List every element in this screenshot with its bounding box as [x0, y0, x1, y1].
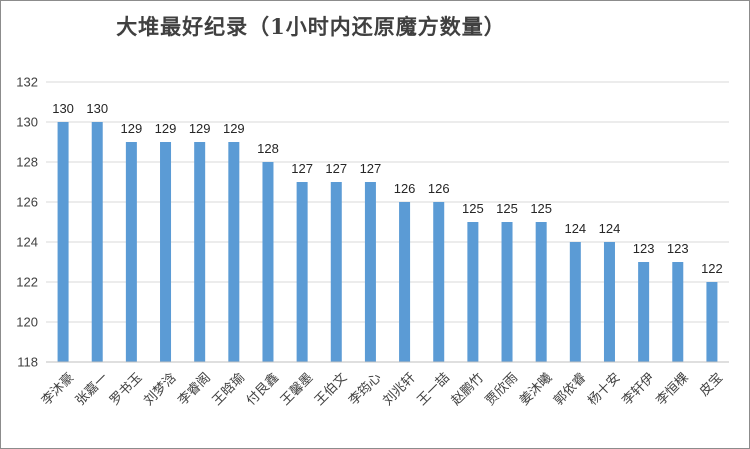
- data-label: 128: [257, 141, 279, 156]
- bar: [228, 142, 240, 362]
- data-label: 127: [325, 161, 347, 176]
- bar: [535, 222, 547, 362]
- x-tick-label: 张嘉一: [73, 370, 111, 408]
- y-tick-label: 126: [16, 195, 38, 210]
- y-tick-label: 128: [16, 155, 38, 170]
- bar: [262, 162, 274, 362]
- data-label: 129: [121, 121, 143, 136]
- bar: [672, 262, 684, 362]
- data-label: 126: [394, 181, 416, 196]
- data-label: 129: [155, 121, 177, 136]
- bar: [194, 142, 206, 362]
- bar: [433, 202, 445, 362]
- bar: [125, 142, 137, 362]
- x-tick-label: 李恒棵: [654, 370, 692, 408]
- data-label: 129: [189, 121, 211, 136]
- y-tick-label: 130: [16, 115, 38, 130]
- data-label: 123: [633, 241, 655, 256]
- x-tick-label: 付艮鑫: [243, 370, 282, 409]
- bar: [569, 242, 581, 362]
- chart-title: 大堆最好纪录（1小时内还原魔方数量）: [116, 14, 506, 39]
- bar: [501, 222, 513, 362]
- data-label: 130: [52, 101, 74, 116]
- x-tick-label: 杨十安: [585, 370, 623, 408]
- x-tick-label: 李睿阁: [176, 370, 214, 408]
- data-label: 127: [291, 161, 313, 176]
- data-label: 124: [564, 221, 586, 236]
- y-tick-label: 124: [16, 235, 38, 250]
- x-tick-label: 姜沐曦: [516, 370, 555, 409]
- x-tick-label: 贾欣雨: [483, 370, 521, 408]
- data-label: 130: [86, 101, 108, 116]
- x-tick-label: 皮宝: [697, 370, 726, 399]
- data-label: 124: [599, 221, 621, 236]
- x-tick-label: 李筠心: [346, 370, 385, 409]
- x-tick-label: 李轩伊: [619, 370, 657, 408]
- data-label: 129: [223, 121, 245, 136]
- data-label: 122: [701, 261, 723, 276]
- bar: [638, 262, 650, 362]
- bar: [91, 122, 103, 362]
- bar: [706, 282, 718, 362]
- bar: [399, 202, 411, 362]
- x-tick-label: 王晗瑜: [209, 370, 248, 409]
- x-tick-label: 罗书玉: [107, 370, 145, 408]
- bar: [364, 182, 376, 362]
- data-label: 127: [360, 161, 382, 176]
- bar: [296, 182, 308, 362]
- y-tick-label: 118: [17, 355, 38, 370]
- data-label: 126: [428, 181, 450, 196]
- bar: [467, 222, 479, 362]
- bar: [603, 242, 615, 362]
- bar: [57, 122, 69, 362]
- x-tick-label: 郭依睿: [550, 370, 589, 409]
- data-label: 125: [462, 201, 484, 216]
- x-tick-label: 刘兆轩: [380, 370, 418, 408]
- y-tick-label: 132: [16, 75, 38, 90]
- bar: [160, 142, 172, 362]
- x-tick-label: 赵鹏竹: [449, 370, 487, 408]
- x-tick-label: 李沐豪: [38, 370, 77, 409]
- data-label: 125: [496, 201, 518, 216]
- bar: [330, 182, 342, 362]
- x-tick-label: 王馨墨: [277, 370, 316, 409]
- data-label: 123: [667, 241, 689, 256]
- y-tick-label: 122: [16, 275, 38, 290]
- x-tick-label: 王伯文: [312, 370, 350, 408]
- x-tick-label: 王一喆: [415, 370, 453, 408]
- y-tick-label: 120: [16, 315, 38, 330]
- data-label: 125: [530, 201, 552, 216]
- x-tick-label: 刘梦浛: [141, 370, 180, 409]
